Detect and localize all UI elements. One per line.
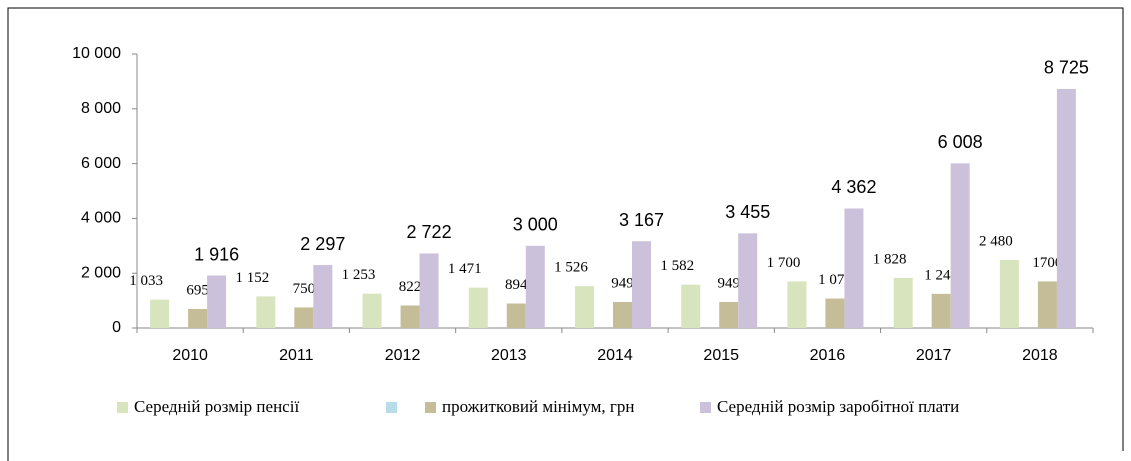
bar xyxy=(150,299,170,328)
legend-swatch xyxy=(700,402,711,413)
data-label: 1 471 xyxy=(448,261,482,277)
data-label: 1 916 xyxy=(194,244,239,264)
x-tick-label: 2014 xyxy=(597,347,633,364)
data-label: 1 247 xyxy=(924,267,958,283)
data-label: 3 455 xyxy=(725,202,770,222)
data-label: 2 480 xyxy=(979,233,1013,249)
legend-item: Середній розмір заробітної плати xyxy=(700,397,959,417)
bar xyxy=(738,233,758,328)
legend-swatch xyxy=(425,402,436,413)
bar xyxy=(825,298,845,328)
data-label: 949 xyxy=(717,275,740,291)
bar xyxy=(256,296,276,328)
bar xyxy=(188,308,208,328)
frame xyxy=(7,7,1124,461)
data-label: 1 582 xyxy=(660,258,694,274)
bar xyxy=(468,287,488,328)
data-label: 8 725 xyxy=(1044,58,1089,78)
bar xyxy=(632,241,651,328)
y-tick-label: 4 000 xyxy=(81,210,121,227)
bar xyxy=(950,163,970,328)
data-label: 1 074 xyxy=(818,272,852,288)
y-tick-label: 10 000 xyxy=(72,45,121,62)
x-tick-label: 2018 xyxy=(1022,347,1058,364)
y-tick-label: 6 000 xyxy=(81,155,121,172)
data-label: 750 xyxy=(293,281,316,297)
legend-item xyxy=(386,397,425,413)
bar xyxy=(893,277,913,328)
bar xyxy=(294,307,314,328)
y-tick-label: 2 000 xyxy=(81,264,121,281)
legend-item: прожитковий мінімум, грн xyxy=(425,397,700,417)
bar xyxy=(719,301,739,328)
legend: Середній розмір пенсії прожитковий мінім… xyxy=(117,397,959,417)
data-label: 4 362 xyxy=(831,177,876,197)
data-label: 1700 xyxy=(1032,255,1062,271)
data-label: 6 008 xyxy=(938,132,983,152)
data-label: 695 xyxy=(186,282,209,298)
legend-label: прожитковий мінімум, грн xyxy=(442,397,635,416)
bar xyxy=(1056,88,1076,328)
data-label: 1 152 xyxy=(235,270,269,286)
data-label: 2 297 xyxy=(300,234,345,254)
bar xyxy=(525,245,545,328)
bar xyxy=(999,260,1019,328)
data-label: 3 167 xyxy=(619,210,664,230)
x-tick-label: 2016 xyxy=(810,347,846,364)
legend-swatch xyxy=(386,402,397,413)
bar xyxy=(787,281,807,328)
data-label: 1 700 xyxy=(767,255,801,271)
data-label: 2 722 xyxy=(407,222,452,242)
bar xyxy=(613,301,632,328)
bar xyxy=(844,208,864,328)
data-label: 1 526 xyxy=(554,260,588,276)
bar xyxy=(506,303,526,328)
x-tick-label: 2017 xyxy=(916,347,952,364)
bar xyxy=(207,275,227,328)
data-label: 3 000 xyxy=(513,215,558,235)
x-tick-label: 2010 xyxy=(172,347,208,364)
data-label: 822 xyxy=(399,279,422,295)
data-label: 949 xyxy=(611,275,634,291)
bar xyxy=(575,286,594,328)
bar xyxy=(419,253,439,328)
y-tick-label: 8 000 xyxy=(81,100,121,117)
bar xyxy=(362,293,382,328)
legend-label: Середній розмір пенсії xyxy=(134,397,300,416)
bar xyxy=(681,284,701,328)
data-label: 894 xyxy=(505,277,528,293)
x-tick-label: 2012 xyxy=(385,347,421,364)
legend-label: Середній розмір заробітної плати xyxy=(717,397,960,416)
legend-item: Середній розмір пенсії xyxy=(117,397,386,417)
data-label: 1 253 xyxy=(342,267,376,283)
x-tick-label: 2015 xyxy=(703,347,739,364)
bar xyxy=(400,305,420,328)
x-tick-label: 2013 xyxy=(491,347,527,364)
legend-swatch xyxy=(117,402,128,413)
bar xyxy=(313,265,333,328)
data-label: 1 828 xyxy=(873,251,907,267)
data-label: 1 033 xyxy=(129,273,163,289)
y-tick-label: 0 xyxy=(112,319,121,336)
bar xyxy=(1037,281,1057,328)
bar xyxy=(931,293,951,328)
x-tick-label: 2011 xyxy=(279,347,314,364)
